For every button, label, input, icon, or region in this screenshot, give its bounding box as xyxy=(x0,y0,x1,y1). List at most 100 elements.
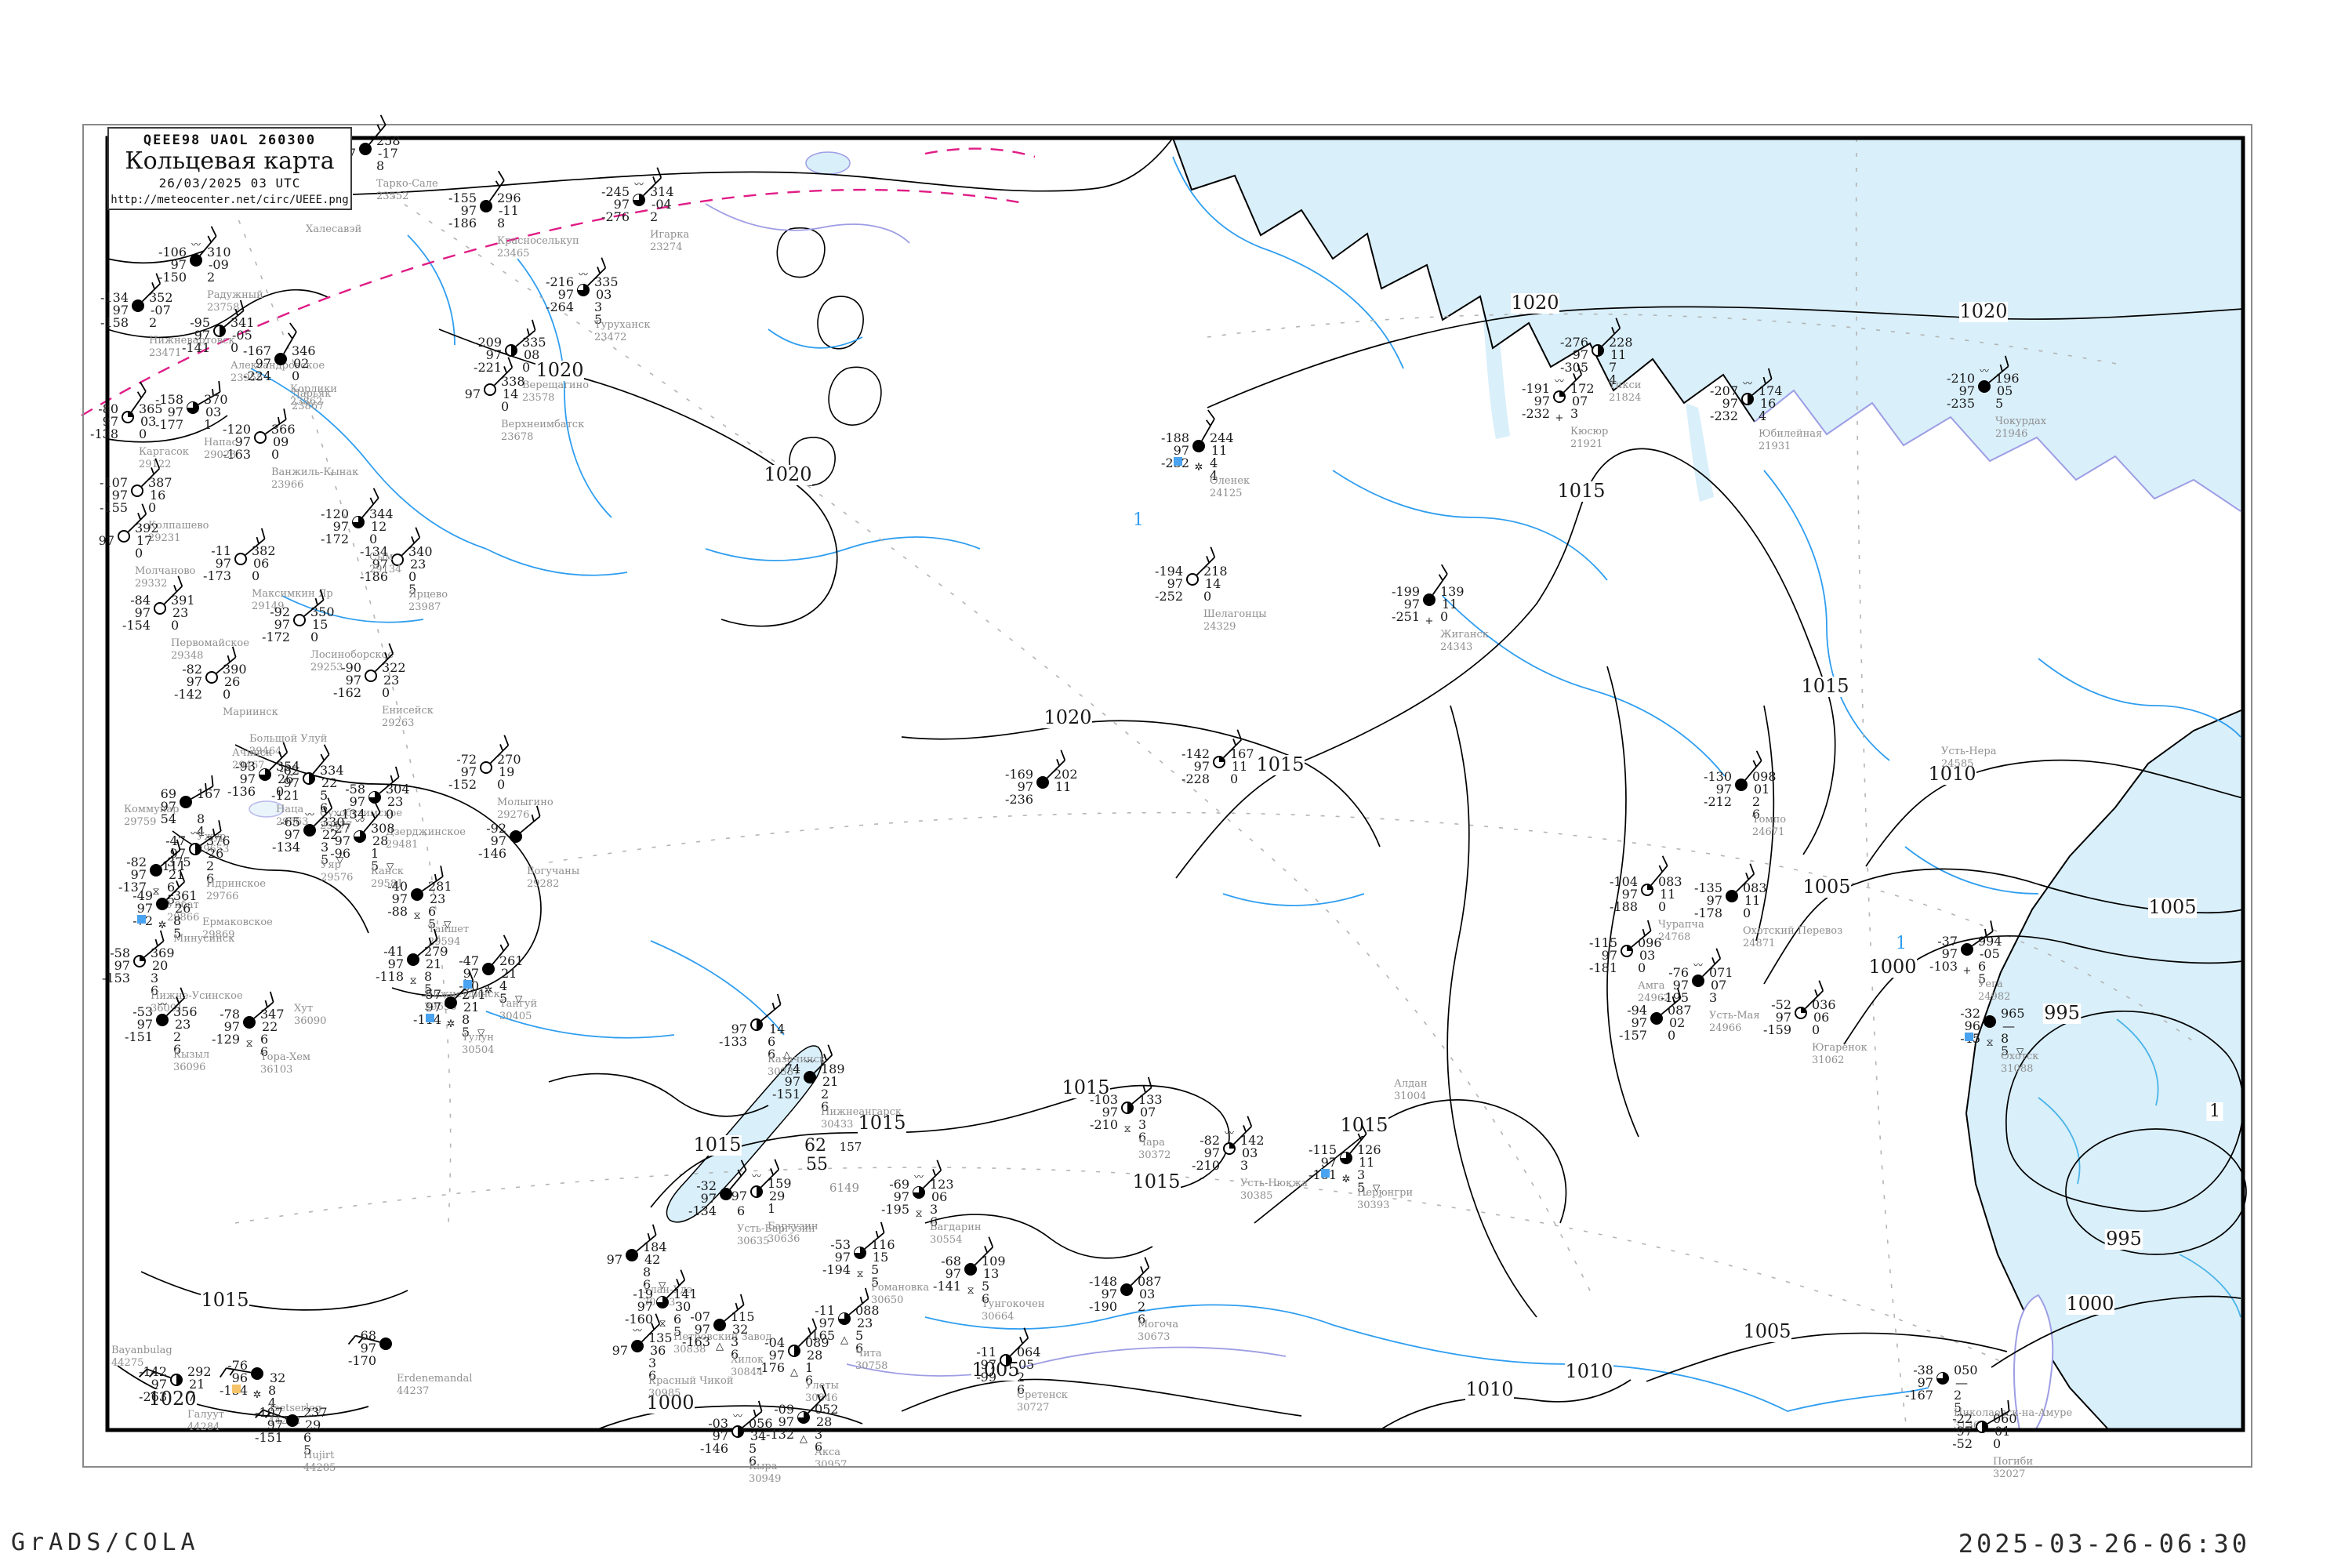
wind-barb-icon xyxy=(1131,1257,1150,1286)
map-text: Идринское xyxy=(206,878,266,890)
map-text: Чара xyxy=(1138,1137,1165,1149)
map-text: 2 xyxy=(149,315,157,330)
map-text: 23274 xyxy=(650,241,682,253)
map-text: -07 xyxy=(690,1309,710,1324)
map-text: 21921 xyxy=(1570,438,1602,450)
map-text: 24343 xyxy=(1440,641,1472,653)
map-text: 1020 xyxy=(1044,706,1091,728)
map-text: 97 xyxy=(1102,1287,1117,1301)
map-text: -84 xyxy=(130,593,151,608)
wind-barb-icon xyxy=(1631,920,1652,948)
map-text: -188 xyxy=(1610,899,1638,914)
map-text: -22 xyxy=(1952,1411,1973,1426)
map-text: -236 xyxy=(1005,792,1033,807)
map-text: -305 xyxy=(1560,360,1588,375)
map-text: -191 xyxy=(1522,381,1550,396)
map-text: 97 xyxy=(361,1341,376,1356)
cloud-cover-icon xyxy=(407,953,419,966)
map-text: -169 xyxy=(1005,767,1033,782)
map-text: 050 xyxy=(1954,1363,1978,1377)
map-text: 20 xyxy=(152,958,168,973)
map-text: -05 xyxy=(232,328,252,343)
map-text: 3 xyxy=(1709,990,1717,1005)
wind-barb-icon xyxy=(520,805,541,833)
cloud-cover-icon xyxy=(180,796,192,808)
map-text: 0 xyxy=(386,807,394,822)
map-text: -186 xyxy=(448,216,477,230)
isobar-label: 1020 xyxy=(1511,292,1559,314)
map-text: 1 xyxy=(204,417,212,432)
map-text: Охотский Перевоз xyxy=(1743,925,1842,937)
map-text: 15 xyxy=(312,617,328,632)
map-text: -78 xyxy=(220,1007,240,1022)
map-text: 07 xyxy=(1711,978,1726,993)
map-text: Верещагино xyxy=(522,379,589,391)
map-text: 1005 xyxy=(1802,876,1850,898)
map-text: Николаевск-на-Амуре xyxy=(1954,1407,2073,1419)
map-text: 23552 xyxy=(376,191,408,202)
map-source-url: http://meteocenter.net/circ/UEEE.png xyxy=(111,194,349,206)
map-text: 97 xyxy=(614,197,630,212)
map-text: Хут xyxy=(294,1003,313,1014)
map-text: 1010 xyxy=(1565,1360,1613,1382)
map-text: 97 xyxy=(1167,576,1183,591)
map-text: 4 xyxy=(268,1396,276,1410)
isobar-label: 1015 xyxy=(1340,1114,1388,1136)
map-text: 97 xyxy=(558,287,574,302)
map-text: 0 xyxy=(1743,906,1751,920)
map-text: -142 xyxy=(174,687,202,702)
map-text: 1015 xyxy=(858,1112,906,1134)
map-text: 3 xyxy=(1570,406,1578,421)
map-text: 23465 xyxy=(497,248,529,260)
map-text: -80 xyxy=(98,401,118,416)
map-text: △ xyxy=(800,1433,808,1445)
map-text: 3 xyxy=(648,1356,656,1370)
map-text: 330 xyxy=(321,815,345,829)
map-text: -121 xyxy=(271,788,299,803)
map-text: 21931 xyxy=(1759,441,1791,452)
map-text: 304 xyxy=(386,782,410,797)
map-text: 36096 xyxy=(173,1062,205,1073)
cloud-cover-icon xyxy=(445,996,457,1009)
map-text: 133 xyxy=(1138,1092,1163,1107)
map-text: 21 xyxy=(189,1377,205,1392)
isobar-label: 1010 xyxy=(1465,1378,1514,1400)
map-annotation: 55 xyxy=(806,1155,828,1174)
map-text: Хилок xyxy=(731,1354,764,1366)
map-text: 159 xyxy=(768,1176,792,1191)
map-text: 97 xyxy=(1573,347,1588,362)
map-text: 26 xyxy=(208,846,223,861)
map-text: 391 xyxy=(171,593,195,608)
map-text: 97 xyxy=(1622,887,1638,902)
map-text: 14 xyxy=(769,1022,785,1036)
map-text: 16 xyxy=(1760,396,1776,411)
map-text: Усть-Нера xyxy=(1941,746,1997,757)
map-text: Петровский Завод xyxy=(673,1331,772,1343)
wind-barb-icon xyxy=(1201,409,1215,441)
map-text: 97 xyxy=(612,1343,628,1358)
map-text: 26 xyxy=(175,901,191,916)
map-text: 5 xyxy=(303,1443,311,1457)
map-text: Казачинск xyxy=(768,1054,826,1065)
cloud-cover-icon xyxy=(303,824,316,837)
coastline-layer xyxy=(705,137,2244,1431)
wind-barb-icon xyxy=(191,775,214,800)
wind-barb-icon xyxy=(643,167,662,196)
map-text: Радужный xyxy=(207,289,263,301)
map-text: 0 xyxy=(382,685,390,700)
map-text: 22 xyxy=(322,827,338,842)
map-text: -146 xyxy=(700,1441,728,1456)
map-text: -263 xyxy=(139,1389,167,1404)
map-text: 97 xyxy=(426,1000,441,1014)
map-text: 30405 xyxy=(499,1011,532,1022)
map-text: 6149 xyxy=(829,1181,859,1195)
map-text: -209 xyxy=(474,335,502,350)
isobar-label: 1020 xyxy=(148,1388,197,1410)
